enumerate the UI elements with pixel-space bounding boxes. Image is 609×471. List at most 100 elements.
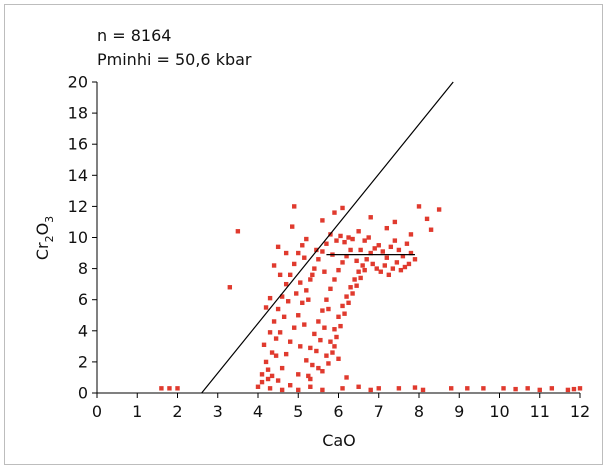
data-point xyxy=(296,387,301,393)
data-point xyxy=(308,277,313,282)
data-point xyxy=(571,386,577,392)
data-point xyxy=(283,250,289,256)
data-point xyxy=(310,272,315,278)
data-point xyxy=(392,238,398,243)
data-point xyxy=(370,261,375,267)
data-point xyxy=(416,204,422,209)
data-point xyxy=(302,322,307,327)
data-point xyxy=(382,263,387,268)
data-point xyxy=(386,272,392,278)
data-point xyxy=(324,353,329,358)
x-axis-title: CaO xyxy=(322,431,356,450)
data-point xyxy=(255,384,261,389)
data-point xyxy=(316,319,321,324)
data-point xyxy=(346,300,351,306)
data-point xyxy=(338,233,343,239)
data-point xyxy=(412,257,418,262)
data-point xyxy=(320,369,325,374)
data-point xyxy=(308,376,313,382)
data-point xyxy=(292,204,297,209)
data-point xyxy=(320,387,325,393)
data-point xyxy=(334,238,339,243)
data-point xyxy=(404,241,410,246)
data-point xyxy=(328,286,333,292)
data-point xyxy=(275,244,281,250)
y-tick-label: 4 xyxy=(78,321,88,340)
data-point xyxy=(412,385,418,390)
y-tick-label: 8 xyxy=(78,259,88,278)
data-point xyxy=(263,305,269,310)
data-point xyxy=(400,253,406,259)
data-point xyxy=(332,327,337,332)
data-point xyxy=(358,275,363,281)
data-point xyxy=(344,253,349,259)
data-point xyxy=(292,261,297,267)
data-point xyxy=(312,266,317,271)
diagonal-line xyxy=(201,81,454,394)
data-point xyxy=(388,244,394,250)
data-point xyxy=(302,255,307,260)
data-point xyxy=(330,350,335,355)
data-point xyxy=(340,386,345,391)
data-point xyxy=(320,249,325,254)
x-tick-label: 7 xyxy=(374,402,384,421)
data-point xyxy=(279,387,285,393)
data-point xyxy=(320,308,325,313)
data-point xyxy=(342,311,347,316)
y-tick-label: 12 xyxy=(68,197,88,216)
data-point xyxy=(326,306,331,312)
data-point xyxy=(368,215,373,220)
data-point xyxy=(306,373,311,379)
data-point xyxy=(368,250,373,256)
x-tick-label: 0 xyxy=(92,402,102,421)
data-point xyxy=(372,246,377,251)
data-point xyxy=(380,249,385,254)
data-point xyxy=(420,387,426,393)
data-point xyxy=(537,387,542,393)
data-point xyxy=(336,356,341,361)
data-point xyxy=(356,269,361,274)
data-point xyxy=(298,344,303,349)
data-point xyxy=(320,218,325,223)
data-point xyxy=(362,267,367,273)
data-point xyxy=(344,375,349,380)
x-tick-label: 10 xyxy=(489,402,509,421)
data-point xyxy=(300,243,305,248)
data-point xyxy=(449,386,454,391)
data-point xyxy=(267,330,273,335)
reference-lines xyxy=(201,81,454,394)
data-point xyxy=(358,247,363,253)
data-point xyxy=(328,339,333,344)
pressure-annotation: Pminhi = 50,6 kbar xyxy=(97,50,252,69)
data-point xyxy=(398,267,404,273)
data-point xyxy=(342,239,347,245)
data-point xyxy=(565,387,571,393)
data-point xyxy=(396,247,402,253)
data-point xyxy=(348,247,353,253)
x-tick-label: 1 xyxy=(132,402,142,421)
data-point xyxy=(314,348,319,354)
data-point xyxy=(296,313,301,318)
data-point xyxy=(324,241,329,246)
data-point xyxy=(338,323,343,329)
data-point xyxy=(344,294,349,299)
data-point xyxy=(336,267,341,273)
data-point xyxy=(424,216,430,222)
data-point xyxy=(481,386,486,391)
data-point xyxy=(294,291,299,296)
data-point xyxy=(269,350,275,355)
x-tick-label: 12 xyxy=(570,402,590,421)
data-point xyxy=(290,224,295,229)
data-point xyxy=(308,345,313,351)
data-point xyxy=(324,297,329,302)
data-point xyxy=(273,353,279,358)
data-point xyxy=(376,386,381,391)
data-point xyxy=(259,379,265,385)
data-point xyxy=(360,263,365,268)
data-point xyxy=(312,331,317,337)
x-tick-label: 8 xyxy=(414,402,424,421)
data-point xyxy=(350,236,355,242)
y-axis-title-mid: O xyxy=(33,223,52,236)
data-point xyxy=(283,351,289,357)
